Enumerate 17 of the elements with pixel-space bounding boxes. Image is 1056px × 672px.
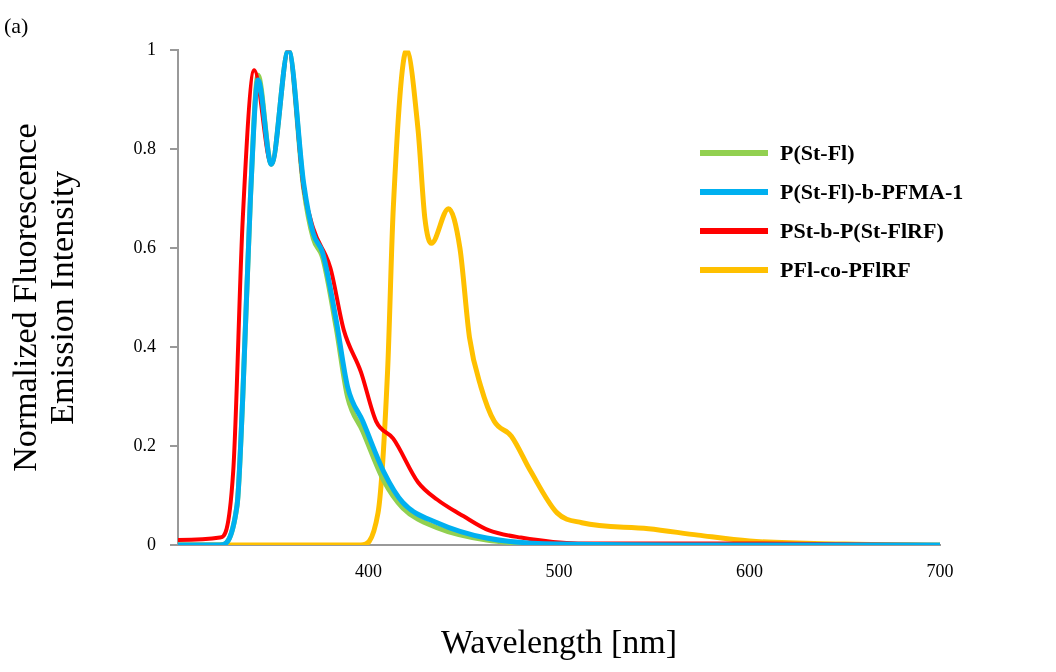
y-axis-title: Normalized Fluorescence Emission Intensity (5, 123, 81, 472)
legend-label: PFl-co-PFlRF (780, 256, 911, 283)
x-tick-label: 700 (926, 560, 954, 581)
x-axis-title: Wavelength [nm] (440, 622, 678, 660)
x-tick-label: 600 (736, 560, 763, 581)
y-tick-label: 0.4 (133, 335, 156, 356)
x-tick-label: 500 (545, 560, 573, 581)
legend-label: P(St-Fl)-b-PFMA-1 (780, 178, 964, 205)
legend-label: P(St-Fl) (780, 139, 855, 166)
legend-label: PSt-b-P(St-FlRF) (780, 217, 944, 244)
y-tick-label: 0 (147, 533, 156, 554)
y-tick-label: 1 (147, 39, 156, 60)
y-tick-label: 0.6 (133, 236, 156, 257)
x-tick-label: 400 (355, 560, 382, 581)
y-tick-label: 0.2 (133, 434, 156, 455)
chart-title: (a) (4, 12, 29, 38)
y-tick-label: 0.8 (133, 138, 156, 159)
